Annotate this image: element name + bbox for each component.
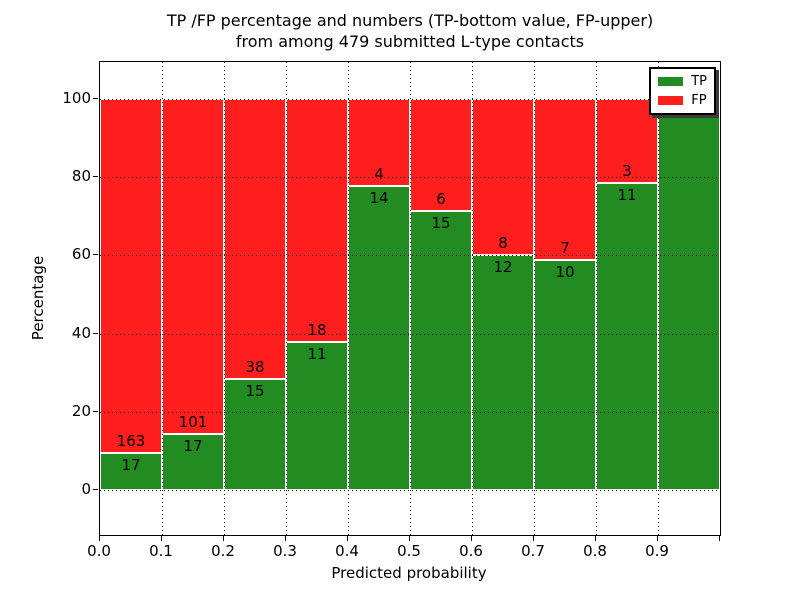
bar-segment-tp xyxy=(100,453,162,490)
legend: TP FP xyxy=(649,67,716,115)
fp-count-label: 163 xyxy=(116,432,146,451)
bar-segment-tp xyxy=(410,210,472,490)
tp-count-label: 15 xyxy=(245,382,265,401)
x-tick-mark xyxy=(99,536,100,541)
x-tick-mark xyxy=(223,536,224,541)
bars-layer xyxy=(100,62,720,535)
chart-title-line1: TP /FP percentage and numbers (TP-bottom… xyxy=(166,11,654,30)
y-tick-mark xyxy=(93,489,98,490)
y-tick-label: 100 xyxy=(62,89,91,107)
fp-swatch-icon xyxy=(658,96,684,105)
legend-item: FP xyxy=(658,94,707,107)
chart-title-line2: from among 479 submitted L-type contacts xyxy=(235,32,585,51)
gridline-vertical xyxy=(596,62,597,535)
bar-segment-fp xyxy=(286,99,348,342)
bar-segment-tp xyxy=(658,99,720,490)
chart-title: TP /FP percentage and numbers (TP-bottom… xyxy=(10,10,800,52)
x-tick-label: 0.3 xyxy=(273,542,297,560)
gridline-vertical xyxy=(286,62,287,535)
x-tick-label: 0.7 xyxy=(521,542,545,560)
bar-segment-fp xyxy=(100,99,162,454)
x-tick-label: 0.5 xyxy=(397,542,421,560)
gridline-horizontal xyxy=(100,490,720,491)
y-tick-mark xyxy=(93,176,98,178)
gridline-horizontal xyxy=(100,255,720,257)
gridline-vertical xyxy=(534,62,535,535)
gridline-vertical xyxy=(224,62,225,535)
fp-count-label: 101 xyxy=(178,412,208,431)
y-tick-label: 40 xyxy=(71,323,91,342)
tp-count-label: 15 xyxy=(431,213,451,232)
grid-layer xyxy=(100,62,720,535)
bar-segment-tp xyxy=(596,182,658,490)
x-axis-label: Predicted probability xyxy=(331,564,487,582)
bar-segment-fp xyxy=(162,99,224,434)
x-tick-label: 0.2 xyxy=(211,542,235,560)
y-tick-mark xyxy=(93,98,98,99)
x-tick-mark xyxy=(285,536,286,541)
gridline-horizontal xyxy=(100,411,720,413)
x-tick-label: 0.0 xyxy=(87,542,111,560)
y-tick-label: 0 xyxy=(81,480,91,498)
fp-count-label: 8 xyxy=(498,234,508,253)
fp-count-label: 3 xyxy=(622,161,632,180)
x-tick-mark xyxy=(409,536,410,541)
y-tick-label: 80 xyxy=(71,167,91,186)
fp-count-label: 18 xyxy=(307,320,327,339)
x-tick-mark xyxy=(719,536,720,541)
fp-count-label: 6 xyxy=(436,189,446,208)
x-tick-mark xyxy=(347,536,348,541)
y-tick-label: 20 xyxy=(71,401,91,420)
x-tick-label: 0.1 xyxy=(149,542,173,560)
y-tick-mark xyxy=(93,254,98,256)
gridline-horizontal xyxy=(100,333,720,335)
x-tick-mark xyxy=(533,536,534,541)
tp-count-label: 17 xyxy=(183,436,203,455)
y-tick-mark xyxy=(93,332,98,334)
bar-segment-fp xyxy=(410,99,472,211)
x-tick-label: 0.8 xyxy=(583,542,607,560)
gridline-vertical xyxy=(410,62,411,535)
bar-segment-fp xyxy=(348,99,410,186)
fp-count-label: 38 xyxy=(245,358,265,377)
legend-item: TP xyxy=(658,75,707,88)
tp-swatch-icon xyxy=(658,77,684,86)
gridline-vertical xyxy=(348,62,349,535)
x-tick-mark xyxy=(471,536,472,541)
legend-label: TP xyxy=(691,74,707,89)
tp-count-label: 10 xyxy=(555,263,575,281)
gridline-horizontal xyxy=(100,177,720,179)
x-tick-label: 0.6 xyxy=(459,542,483,560)
fp-count-label: 7 xyxy=(560,239,570,257)
y-tick-label: 60 xyxy=(71,245,91,264)
tp-count-label: 11 xyxy=(617,185,637,204)
x-tick-mark xyxy=(595,536,596,541)
gridline-vertical xyxy=(162,62,163,535)
gridline-horizontal xyxy=(100,99,720,100)
x-tick-mark xyxy=(161,536,162,541)
tp-count-label: 11 xyxy=(307,344,327,363)
gridline-vertical xyxy=(472,62,473,535)
x-tick-mark xyxy=(657,536,658,541)
tp-count-label: 17 xyxy=(121,456,141,475)
y-tick-mark xyxy=(93,410,98,412)
gridline-vertical xyxy=(658,62,659,535)
x-tick-label: 0.9 xyxy=(645,542,669,560)
x-tick-label: 0.4 xyxy=(335,542,359,560)
legend-label: FP xyxy=(691,93,707,108)
fp-count-label: 4 xyxy=(374,164,384,183)
bar-segment-fp xyxy=(224,99,286,380)
bar-annotations-layer: 16317101173815181141461581271031109 xyxy=(100,62,720,535)
tp-count-label: 14 xyxy=(369,188,389,207)
tp-count-label: 12 xyxy=(493,258,513,277)
